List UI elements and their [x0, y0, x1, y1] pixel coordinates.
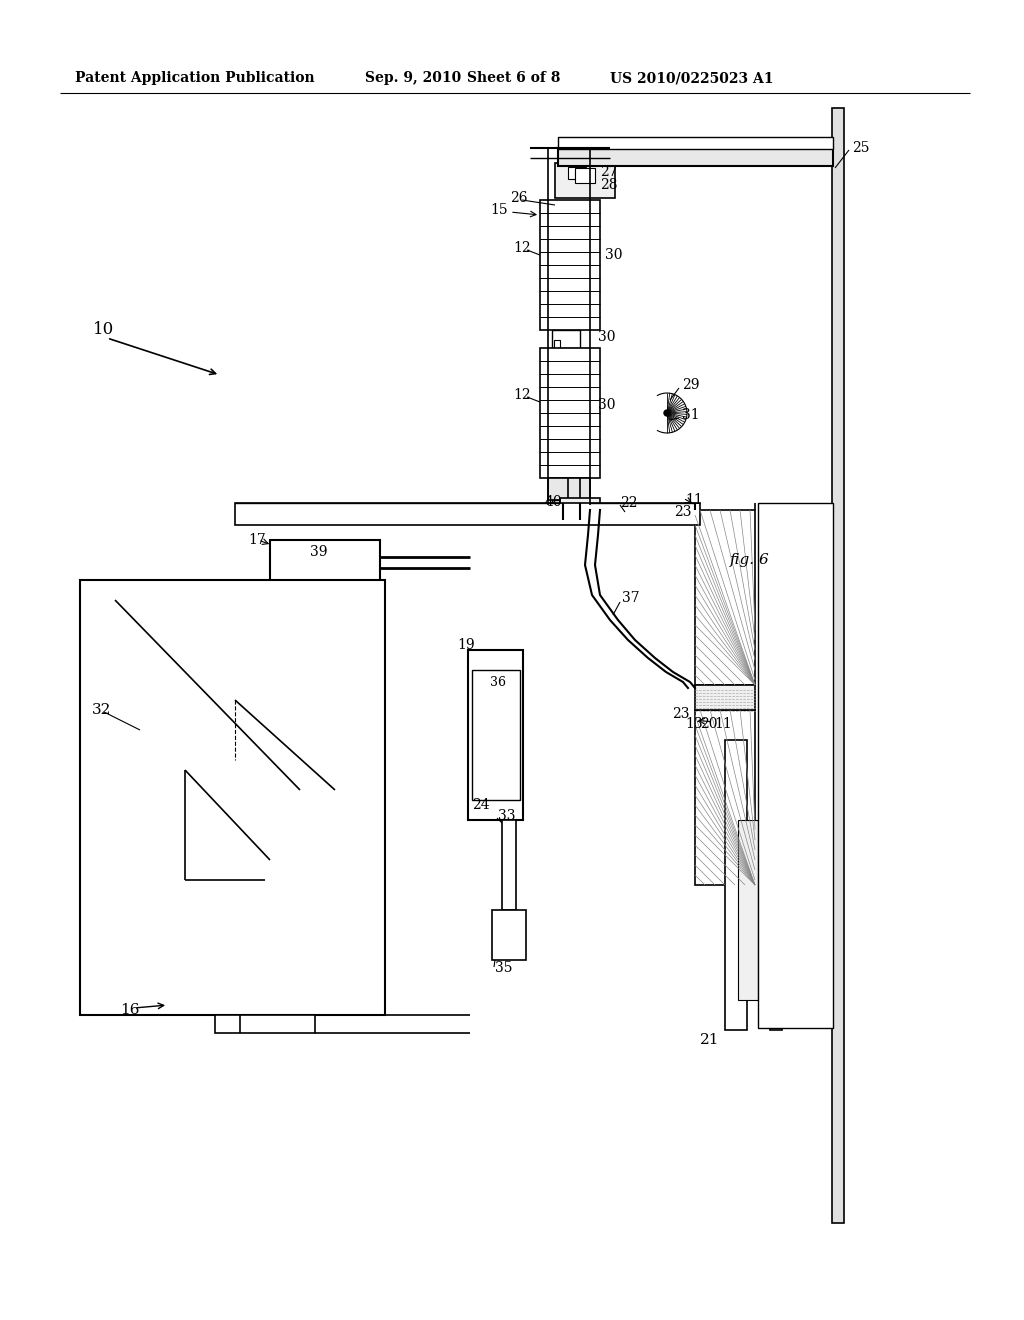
Text: 13: 13 — [685, 717, 702, 731]
Text: 20: 20 — [700, 717, 718, 731]
Text: 30: 30 — [605, 248, 623, 261]
Text: fig. 6: fig. 6 — [730, 553, 770, 568]
Bar — [695, 710, 755, 884]
Bar — [540, 201, 600, 330]
Bar — [215, 1015, 315, 1034]
Text: 26: 26 — [510, 191, 527, 205]
Bar — [758, 503, 833, 1028]
Bar — [502, 820, 516, 909]
Bar — [738, 820, 758, 1001]
Text: 19: 19 — [457, 638, 475, 652]
Text: 29: 29 — [682, 378, 699, 392]
Bar — [695, 510, 755, 685]
Bar — [234, 503, 700, 525]
Text: 15: 15 — [490, 203, 508, 216]
Bar — [492, 909, 526, 960]
Text: 24: 24 — [472, 799, 489, 812]
Bar — [270, 540, 380, 605]
Bar — [554, 341, 560, 348]
Bar — [695, 685, 755, 710]
Bar — [831, 108, 844, 1224]
Bar — [548, 478, 590, 500]
Bar — [558, 137, 833, 149]
Text: 10: 10 — [93, 322, 115, 338]
Text: 11: 11 — [685, 492, 702, 507]
Text: 17: 17 — [248, 533, 266, 546]
Text: 11: 11 — [714, 717, 732, 731]
Bar — [568, 168, 586, 180]
Text: 21: 21 — [700, 1034, 720, 1047]
Text: 33: 33 — [498, 809, 515, 822]
Text: 12: 12 — [513, 388, 530, 403]
Bar — [560, 498, 600, 516]
Text: 28: 28 — [600, 178, 617, 191]
Bar — [555, 162, 615, 198]
Bar — [468, 649, 523, 820]
Bar — [472, 671, 520, 800]
Text: 23: 23 — [672, 708, 689, 721]
Text: 31: 31 — [682, 408, 699, 422]
Bar — [552, 500, 586, 510]
Text: 32: 32 — [92, 704, 112, 717]
Bar — [558, 148, 833, 166]
Text: 12: 12 — [513, 242, 530, 255]
Text: 16: 16 — [120, 1003, 139, 1016]
Bar — [770, 741, 782, 1030]
Bar — [575, 172, 583, 180]
Text: 36: 36 — [490, 676, 506, 689]
Bar — [540, 348, 600, 478]
Circle shape — [664, 411, 670, 416]
Text: 22: 22 — [620, 496, 638, 510]
Bar — [552, 330, 580, 348]
Text: Sep. 9, 2010: Sep. 9, 2010 — [365, 71, 461, 84]
Text: 39: 39 — [310, 545, 328, 558]
Text: 35: 35 — [495, 961, 512, 975]
Text: 40: 40 — [545, 495, 562, 510]
Text: 30: 30 — [598, 399, 615, 412]
Text: 25: 25 — [852, 141, 869, 154]
Text: 30: 30 — [598, 330, 615, 345]
Text: 37: 37 — [622, 591, 640, 605]
Text: 23: 23 — [674, 506, 691, 519]
Text: US 2010/0225023 A1: US 2010/0225023 A1 — [610, 71, 773, 84]
Bar — [725, 741, 746, 1030]
Text: 27: 27 — [600, 165, 617, 180]
Text: Sheet 6 of 8: Sheet 6 of 8 — [467, 71, 560, 84]
Text: Patent Application Publication: Patent Application Publication — [75, 71, 314, 84]
Bar — [575, 168, 595, 183]
Bar — [80, 579, 385, 1015]
